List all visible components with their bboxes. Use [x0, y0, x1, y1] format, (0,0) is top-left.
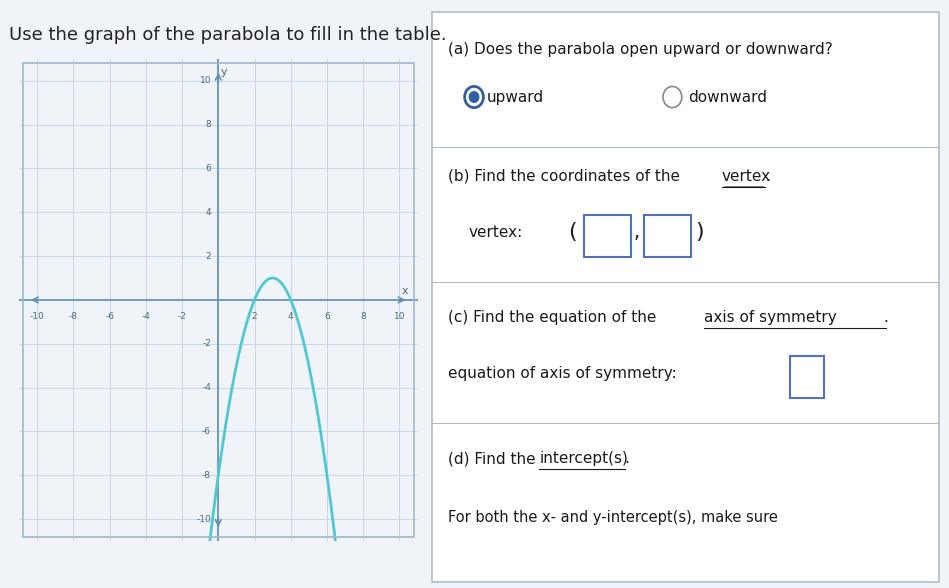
- Text: 2: 2: [205, 252, 211, 260]
- Text: 10: 10: [199, 76, 211, 85]
- Text: -10: -10: [29, 312, 45, 321]
- Text: 8: 8: [361, 312, 366, 321]
- Text: -4: -4: [202, 383, 211, 392]
- Text: (d) Find the: (d) Find the: [448, 451, 540, 466]
- Circle shape: [470, 92, 478, 102]
- Text: axis of symmetry: axis of symmetry: [704, 310, 836, 325]
- Text: 6: 6: [205, 164, 211, 173]
- Text: intercept(s): intercept(s): [539, 451, 628, 466]
- Text: .: .: [624, 451, 629, 466]
- Text: ,: ,: [633, 223, 640, 242]
- Text: Use the graph of the parabola to fill in the table.: Use the graph of the parabola to fill in…: [9, 26, 447, 45]
- Text: -4: -4: [141, 312, 150, 321]
- Text: 10: 10: [394, 312, 405, 321]
- Circle shape: [465, 86, 483, 108]
- Text: y: y: [220, 67, 227, 77]
- Text: 4: 4: [205, 208, 211, 217]
- Text: vertex: vertex: [722, 169, 772, 184]
- Text: 6: 6: [325, 312, 330, 321]
- Text: 4: 4: [288, 312, 293, 321]
- Text: 2: 2: [251, 312, 257, 321]
- Text: ): ): [695, 222, 703, 242]
- Text: downward: downward: [688, 89, 767, 105]
- Text: (b) Find the coordinates of the: (b) Find the coordinates of the: [448, 169, 685, 184]
- Text: -2: -2: [177, 312, 186, 321]
- Text: -8: -8: [69, 312, 78, 321]
- Circle shape: [663, 86, 681, 108]
- Text: upward: upward: [487, 89, 544, 105]
- Text: (a) Does the parabola open upward or downward?: (a) Does the parabola open upward or dow…: [448, 42, 832, 58]
- Text: x: x: [401, 286, 408, 296]
- FancyBboxPatch shape: [432, 12, 939, 582]
- Text: -8: -8: [202, 471, 211, 480]
- Text: .: .: [765, 169, 771, 184]
- Text: equation of axis of symmetry:: equation of axis of symmetry:: [448, 366, 677, 381]
- Text: (: (: [568, 222, 577, 242]
- Text: 8: 8: [205, 120, 211, 129]
- FancyBboxPatch shape: [643, 215, 691, 257]
- FancyBboxPatch shape: [790, 356, 824, 398]
- Text: vertex:: vertex:: [469, 225, 523, 240]
- Text: For both the x- and y-intercept(s), make sure: For both the x- and y-intercept(s), make…: [448, 510, 778, 525]
- Text: (c) Find the equation of the: (c) Find the equation of the: [448, 310, 661, 325]
- FancyBboxPatch shape: [584, 215, 630, 257]
- Text: -6: -6: [105, 312, 114, 321]
- Text: -2: -2: [202, 339, 211, 348]
- Text: -10: -10: [196, 514, 211, 523]
- Text: .: .: [884, 310, 888, 325]
- Text: -6: -6: [202, 427, 211, 436]
